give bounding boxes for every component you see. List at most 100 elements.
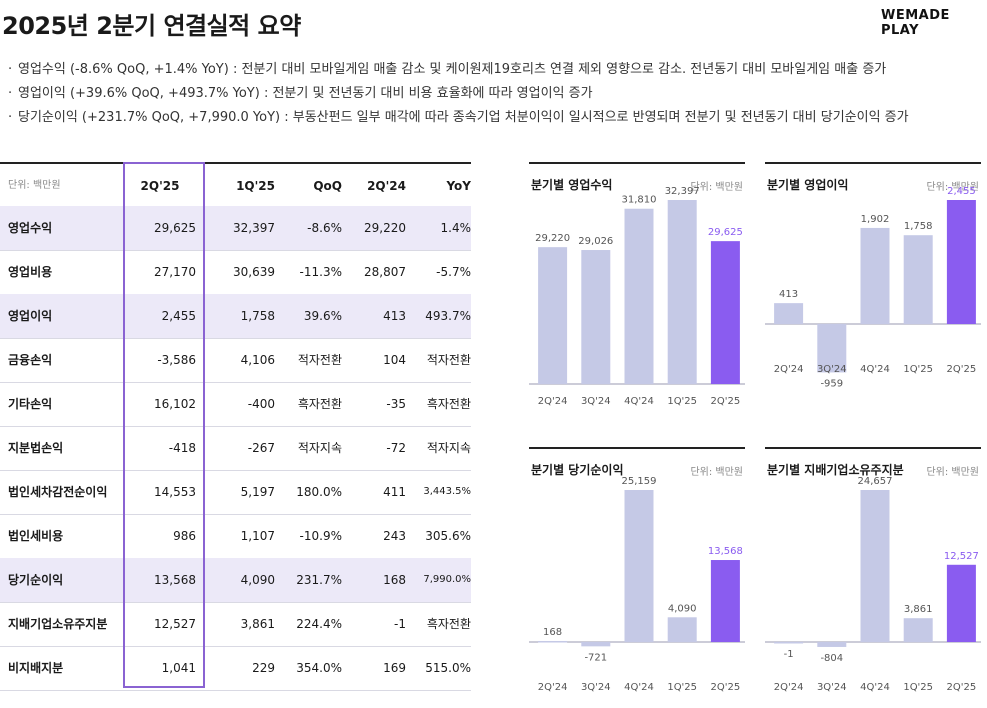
chart-unit: 단위: 백만원: [926, 182, 979, 193]
chart-title: 분기별 영업수익: [531, 178, 613, 192]
table-cell: 4,090: [240, 573, 275, 587]
table-cell: 229: [252, 661, 275, 675]
row-label: 기타손익: [8, 397, 53, 411]
table-cell: -35: [386, 397, 406, 411]
table-cell: 231.7%: [296, 573, 342, 587]
table-cell: -11.3%: [299, 265, 342, 279]
col-header: 1Q'25: [236, 179, 275, 193]
category-label: 2Q'25: [711, 396, 741, 407]
table-cell: 적자전환: [297, 353, 342, 367]
table-cell: -1: [394, 617, 406, 631]
table-cell: 흑자전환: [426, 617, 471, 631]
data-label: 12,527: [944, 551, 979, 562]
data-label: 31,810: [622, 195, 657, 206]
table-cell: -8.6%: [307, 221, 342, 235]
data-label: 32,397: [665, 186, 700, 197]
page-title: 2025년 2분기 연결실적 요약: [2, 12, 301, 40]
table-cell: 1,041: [161, 661, 196, 675]
data-label: 168: [543, 627, 562, 638]
row-label: 영업이익: [8, 309, 53, 323]
bar: [817, 642, 847, 647]
category-label: 3Q'24: [817, 364, 847, 375]
row-label: 지배기업소유주지분: [8, 617, 108, 631]
bar: [624, 208, 654, 384]
table-row: 금융손익 -3,586 4,106 적자전환 104 적자전환: [0, 338, 471, 383]
data-label: 3,861: [904, 604, 933, 615]
table-unit: 단위: 백만원: [8, 180, 61, 191]
bar: [774, 303, 804, 324]
company-logo: WEMADE PLAY: [881, 8, 950, 38]
table-cell: 12,527: [154, 617, 196, 631]
category-label: 2Q'25: [711, 682, 741, 693]
data-label: 25,159: [622, 476, 657, 487]
bar: [860, 227, 890, 324]
table-cell: 29,220: [364, 221, 406, 235]
col-header: 2Q'24: [367, 179, 406, 193]
table-row: 비지배지분 1,041 229 354.0% 169 515.0%: [0, 646, 471, 691]
data-label: -959: [820, 378, 843, 389]
table-row: 영업수익 29,625 32,397 -8.6% 29,220 1.4%: [0, 206, 471, 251]
table-cell: 1.4%: [440, 221, 472, 235]
row-label: 금융손익: [8, 353, 53, 367]
bullet-revenue: · 영업수익 (-8.6% QoQ, +1.4% YoY) : 전분기 대비 모바…: [8, 58, 983, 82]
bar: [946, 564, 976, 642]
revenue-chart: 29,220 2Q'24 29,026 3Q'24 31,810 4Q'24 32,397 1…: [529, 186, 745, 407]
bullet-net-income: · 당기순이익 (+231.7% QoQ, +7,990.0 YoY) : 부동산…: [8, 106, 983, 130]
table-cell: 적자지속: [297, 441, 342, 455]
table-cell: 5,197: [240, 485, 275, 499]
bar: [538, 247, 568, 384]
category-label: 2Q'24: [774, 364, 804, 375]
category-label: 2Q'24: [538, 396, 568, 407]
table-cell: 3,861: [240, 617, 275, 631]
bar: [581, 250, 611, 384]
category-label: 4Q'24: [860, 682, 890, 693]
bar: [624, 490, 654, 642]
panel-rule: [529, 162, 745, 164]
category-label: 4Q'24: [624, 682, 654, 693]
bullet-dot: ·: [8, 110, 13, 125]
net-income-chart: 168 2Q'24 -721 3Q'24 25,159 4Q'24 4,090 1Q'25 13…: [529, 476, 745, 693]
row-label: 지분법손익: [8, 441, 64, 455]
col-header: YoY: [446, 179, 471, 193]
table-cell: -3,586: [157, 353, 196, 367]
chart-unit: 단위: 백만원: [690, 467, 743, 478]
bullet-text: 영업수익 (-8.6% QoQ, +1.4% YoY) : 전분기 대비 모바일…: [18, 62, 887, 77]
table-cell: 1,758: [240, 309, 275, 323]
table-cell: 32,397: [233, 221, 275, 235]
bullet-dot: ·: [8, 62, 13, 77]
panel-rule: [529, 447, 745, 449]
data-label: 13,568: [708, 546, 743, 557]
table-cell: 28,807: [364, 265, 406, 279]
table-cell: 16,102: [154, 397, 196, 411]
bullet-dot: ·: [8, 86, 13, 101]
table-cell: 27,170: [154, 265, 196, 279]
bar: [538, 640, 568, 643]
table-cell: 411: [383, 485, 406, 499]
category-label: 1Q'25: [903, 682, 933, 693]
table-row: 기타손익 16,102 -400 흑자전환 -35 흑자전환: [0, 382, 471, 427]
table-row: 당기순이익 13,568 4,090 231.7% 168 7,990.0%: [0, 558, 471, 603]
table-row: 지배기업소유주지분 12,527 3,861 224.4% -1 흑자전환: [0, 602, 471, 647]
table-header-row: 단위: 백만원 2Q'25 1Q'25 QoQ 2Q'24 YoY: [0, 162, 471, 209]
table-cell: 2,455: [161, 309, 196, 323]
category-label: 2Q'24: [774, 682, 804, 693]
chart-title: 분기별 영업이익: [767, 178, 849, 192]
table-cell: -72: [386, 441, 406, 455]
row-label: 영업비용: [8, 265, 53, 279]
chart-title: 분기별 지배기업소유주지분: [767, 463, 904, 477]
table-cell: -10.9%: [299, 529, 342, 543]
category-label: 1Q'25: [667, 682, 697, 693]
bullet-text: 영업이익 (+39.6% QoQ, +493.7% YoY) : 전분기 및 전…: [18, 86, 593, 101]
chart-unit: 단위: 백만원: [926, 467, 979, 478]
table-cell: 29,625: [154, 221, 196, 235]
panel-rule: [765, 162, 981, 164]
data-label: 1,902: [861, 214, 890, 225]
bullet-operating-profit: · 영업이익 (+39.6% QoQ, +493.7% YoY) : 전분기 및 …: [8, 82, 983, 106]
table-cell: -5.7%: [436, 265, 471, 279]
table-cell: 180.0%: [296, 485, 342, 499]
bullet-text: 당기순이익 (+231.7% QoQ, +7,990.0 YoY) : 부동산펀…: [18, 110, 909, 125]
bar: [774, 642, 804, 644]
chart-unit: 단위: 백만원: [690, 182, 743, 193]
panel-rule: [765, 447, 981, 449]
col-header: 2Q'25: [140, 179, 180, 193]
